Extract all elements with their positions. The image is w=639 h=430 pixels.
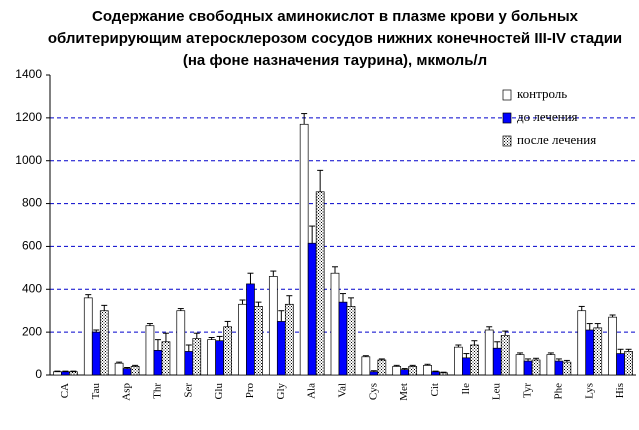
bar [439,372,448,376]
bar [61,371,70,376]
bar [431,371,440,376]
bar [515,354,525,376]
bar [361,356,371,376]
y-tick-label: 800 [22,196,42,210]
bar [392,366,402,376]
bar [531,359,541,376]
x-tick-label: Thr [151,383,163,399]
bar [176,310,186,376]
bar [500,335,510,376]
bar [408,366,418,376]
y-tick-label: 0 [35,367,42,381]
x-tick-label: Ile [460,383,472,395]
x-tick-label: Gly [275,383,287,400]
x-tick-label: Phe [552,383,564,400]
legend-label: до лечения [517,109,578,124]
chart-title: облитерирующим атеросклерозом сосудов ни… [48,30,622,47]
x-tick-label: Tyr [522,383,534,398]
y-tick-label: 1200 [15,110,42,124]
bar [238,303,247,376]
bar [83,297,93,376]
bar [215,340,224,376]
bar [585,329,595,376]
y-tick-label: 400 [22,281,42,295]
bar [484,329,494,376]
bar [53,371,62,376]
bar [593,327,603,376]
bar [454,346,463,376]
chart-title: Содержание свободных аминокислот в плазм… [92,8,579,25]
bar [554,360,564,376]
bar [470,344,479,376]
x-tick-label: CA [59,383,71,398]
bar [423,365,432,376]
bar [99,310,109,376]
bar [184,351,194,376]
bar [377,359,387,376]
x-tick-label: Met [398,383,410,401]
bar [400,369,410,376]
bar [223,326,232,376]
legend-label: после лечения [517,132,596,147]
bar [462,357,471,376]
x-tick-label: Pro [244,383,256,399]
bar [91,331,101,376]
x-tick-label: Tau [90,383,102,400]
x-tick-label: Glu [213,383,225,400]
x-tick-label: Cys [367,383,379,400]
bar [577,310,587,376]
y-tick-label: 1400 [15,67,42,81]
bar [254,306,263,376]
bar [315,191,325,376]
bar [346,306,356,376]
bar [330,272,340,376]
x-tick-label: Ser [182,383,194,398]
bar [122,368,132,376]
x-tick-label: His [614,383,626,398]
bar [523,360,533,376]
legend-swatch [502,89,512,101]
bar [624,351,633,376]
bar [246,283,255,376]
bar [562,361,572,376]
bar [153,350,163,376]
bar [284,303,294,376]
bar [307,242,317,376]
x-tick-label: Cit [429,383,441,396]
chart-title: (на фоне назначения таурина), мкмоль/л [183,52,487,69]
y-tick-label: 600 [22,239,42,253]
x-tick-label: Lys [583,383,595,399]
bar [492,347,502,376]
bar [207,339,216,376]
bar [338,301,348,376]
bar [192,338,202,376]
bar [608,316,617,376]
bar [369,371,379,376]
legend-swatch [502,135,512,147]
bar [276,321,286,376]
bar [299,123,309,376]
bar [69,371,78,376]
legend-label: контроль [517,86,567,101]
bar [114,362,124,376]
y-tick-label: 1000 [15,153,42,167]
bar [161,341,171,376]
x-tick-label: Val [337,383,349,398]
bar [268,276,278,376]
x-tick-label: Asp [121,383,133,401]
x-tick-label: Leu [491,383,503,401]
bar [546,354,556,376]
y-tick-label: 200 [22,324,42,338]
bar [616,353,625,376]
bar [130,366,140,376]
legend-swatch [502,112,512,124]
bar [145,325,155,376]
x-tick-label: Ala [306,383,318,399]
